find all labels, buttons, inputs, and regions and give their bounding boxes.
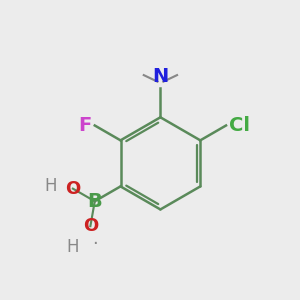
Text: Cl: Cl	[229, 116, 250, 135]
Text: F: F	[79, 116, 92, 135]
Text: H: H	[44, 177, 56, 195]
Text: H: H	[66, 238, 79, 256]
Text: O: O	[65, 180, 80, 198]
Text: N: N	[152, 67, 169, 86]
Text: ·: ·	[92, 235, 98, 253]
Text: B: B	[87, 192, 102, 211]
Text: O: O	[83, 217, 98, 235]
